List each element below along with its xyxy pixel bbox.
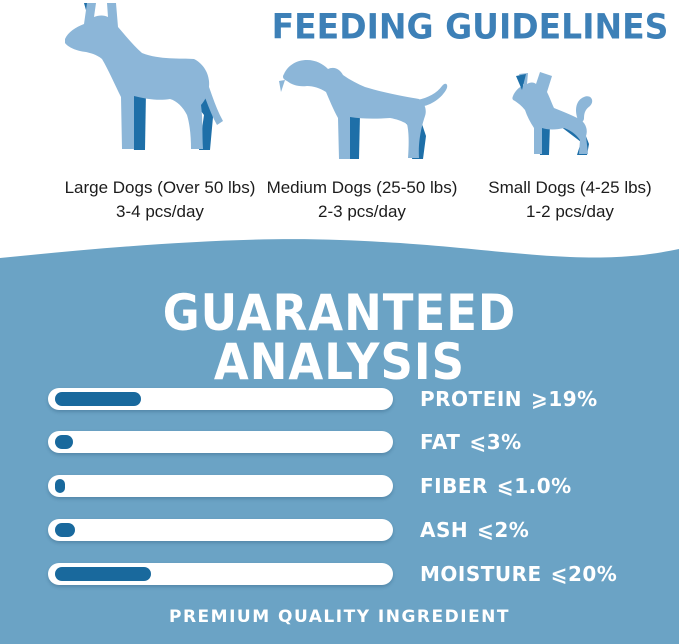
medium-dog-amount: 2-3 pcs/day <box>318 201 406 221</box>
small-dog-label: Small Dogs (4-25 lbs) <box>488 178 652 197</box>
protein-bar-track <box>48 388 393 410</box>
analysis-row-ash: ASH ⩽2% <box>0 518 679 542</box>
feeding-guidelines-title: FEEDING GUIDELINES <box>271 6 669 47</box>
analysis-title-line1: GUARANTEED <box>162 284 517 343</box>
small-dog-icon <box>512 72 593 155</box>
moisture-label: MOISTURE ⩽20% <box>420 562 618 586</box>
medium-dog-icon <box>279 60 448 159</box>
analysis-row-fat: FAT ⩽3% <box>0 430 679 454</box>
large-dog-amount: 3-4 pcs/day <box>116 201 204 221</box>
moisture-bar-fill <box>55 567 151 581</box>
medium-dog-label: Medium Dogs (25-50 lbs) <box>266 178 458 197</box>
analysis-row-protein: PROTEIN ⩾19% <box>0 387 679 411</box>
fiber-label: FIBER ⩽1.0% <box>420 474 572 498</box>
moisture-bar-track <box>48 563 393 585</box>
footer-tagline: PREMIUM QUALITY INGREDIENT <box>169 607 510 627</box>
fiber-bar-fill <box>55 479 65 493</box>
fiber-bar-track <box>48 475 393 497</box>
large-dog-label: Large Dogs (Over 50 lbs) <box>64 178 256 197</box>
analysis-title-line2: ANALYSIS <box>213 333 466 392</box>
ash-bar-fill <box>55 523 75 537</box>
small-dog-amount: 1-2 pcs/day <box>526 201 614 221</box>
fat-bar-fill <box>55 435 74 449</box>
analysis-row-moisture: MOISTURE ⩽20% <box>0 562 679 586</box>
large-dog-caption: Large Dogs (Over 50 lbs) 3-4 pcs/day <box>30 176 290 224</box>
fat-label: FAT ⩽3% <box>420 430 522 454</box>
large-dog-icon <box>65 3 223 150</box>
medium-dog-caption: Medium Dogs (25-50 lbs) 2-3 pcs/day <box>252 176 472 224</box>
small-dog-caption: Small Dogs (4-25 lbs) 1-2 pcs/day <box>470 176 670 224</box>
fat-bar-track <box>48 431 393 453</box>
wave-divider <box>0 239 679 262</box>
analysis-row-fiber: FIBER ⩽1.0% <box>0 474 679 498</box>
ash-label: ASH ⩽2% <box>420 518 530 542</box>
ash-bar-track <box>48 519 393 541</box>
protein-label: PROTEIN ⩾19% <box>420 387 598 411</box>
protein-bar-fill <box>55 392 142 406</box>
